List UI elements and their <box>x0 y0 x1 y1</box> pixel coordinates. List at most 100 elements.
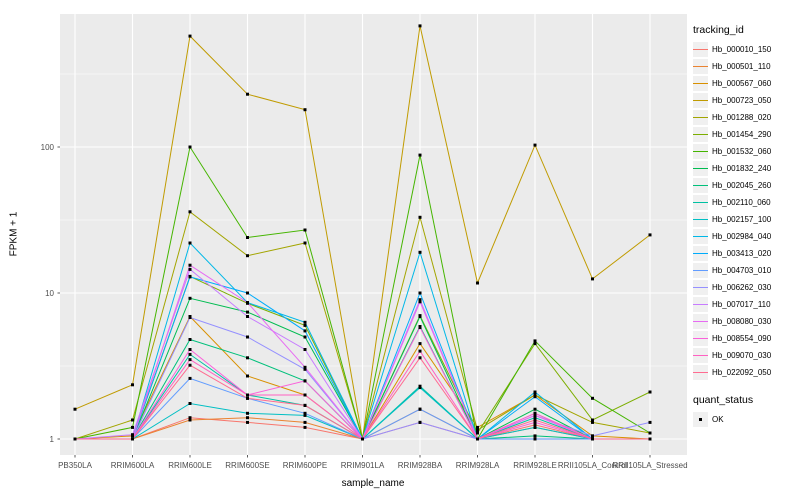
legend-key <box>693 195 708 210</box>
data-point-Hb_000010_150 <box>533 423 537 427</box>
data-point-Hb_001532_060 <box>131 425 134 429</box>
data-point-Hb_000501_110 <box>303 420 307 424</box>
legend-row: Hb_004703_010 <box>693 262 799 279</box>
data-point-Hb_004703_010 <box>533 437 537 441</box>
data-point-Hb_002110_060 <box>533 416 537 420</box>
legend-key <box>693 110 708 125</box>
legend-label: Hb_004703_010 <box>712 266 772 275</box>
legend-line-swatch <box>693 150 708 153</box>
data-point-Hb_001288_020 <box>131 418 134 422</box>
data-point-Hb_007017_110 <box>246 315 249 318</box>
data-point-Hb_000567_060 <box>476 425 479 429</box>
data-point-Hb_000723_050 <box>303 108 307 112</box>
legend-key <box>693 42 708 57</box>
legend-label: Hb_000567_060 <box>712 79 772 88</box>
data-point-Hb_001288_020 <box>533 393 537 397</box>
legend-label: Hb_008080_030 <box>712 317 772 326</box>
x-tick-label: RRIM600LA <box>110 461 155 470</box>
legend-line-swatch <box>693 303 708 306</box>
data-point-Hb_009070_030 <box>533 411 537 415</box>
legend-row: Hb_009070_030 <box>693 347 799 364</box>
legend-key <box>693 229 708 244</box>
data-point-Hb_022092_050 <box>73 437 77 441</box>
data-point-Hb_002984_040 <box>418 250 422 254</box>
data-point-Hb_008554_090 <box>418 326 422 329</box>
data-point-Hb_000723_050 <box>648 233 652 237</box>
x-tick-label: RRIM600LE <box>168 461 212 470</box>
data-point-Hb_002045_260 <box>533 434 537 438</box>
data-point-Hb_001288_020 <box>246 254 249 258</box>
legend-label: Hb_009070_030 <box>712 351 772 360</box>
legend-line-swatch <box>693 167 708 170</box>
legend-quant-row: OK <box>693 411 799 428</box>
data-point-Hb_000723_050 <box>246 92 249 96</box>
legend-key <box>693 412 708 427</box>
legend-label: Hb_000723_050 <box>712 96 772 105</box>
data-point-Hb_003413_020 <box>188 275 192 279</box>
data-point-Hb_022092_050 <box>131 437 134 441</box>
data-point-Hb_006262_030 <box>648 420 652 424</box>
data-point-Hb_022092_050 <box>303 403 307 407</box>
y-tick-label: 1 <box>49 434 54 444</box>
legend-label: Hb_007017_110 <box>712 300 771 309</box>
legend-label: Hb_002110_060 <box>712 198 771 207</box>
y-tick-label: 100 <box>40 142 54 152</box>
legend-row: Hb_001288_020 <box>693 109 799 126</box>
legend-line-swatch <box>693 235 708 238</box>
data-point-Hb_008080_030 <box>303 365 307 369</box>
legend-line-swatch <box>693 48 708 51</box>
data-point-Hb_008554_090 <box>533 420 537 424</box>
legend-label: Hb_001454_290 <box>712 130 772 139</box>
legend-row: Hb_006262_030 <box>693 279 799 296</box>
data-point-Hb_001288_020 <box>188 210 192 214</box>
legend-label: Hb_002045_260 <box>712 181 772 190</box>
legend-key <box>693 144 708 159</box>
plot-panel <box>60 14 687 455</box>
data-point-Hb_000723_050 <box>188 34 192 38</box>
data-point-Hb_003413_020 <box>303 329 307 333</box>
legend-line-swatch <box>693 82 708 85</box>
data-point-Hb_001532_060 <box>533 339 537 343</box>
legend-title-quant-status: quant_status <box>693 394 754 406</box>
legend-line-swatch <box>693 218 708 221</box>
data-point-Hb_000723_050 <box>131 383 134 387</box>
data-point-Hb_000723_050 <box>591 277 594 281</box>
data-point-Hb_003413_020 <box>418 291 422 295</box>
legend-label: Hb_008554_090 <box>712 334 772 343</box>
data-point-Hb_000501_110 <box>246 416 249 420</box>
legend-key <box>693 331 708 346</box>
data-point-Hb_007017_110 <box>303 348 307 351</box>
data-point-Hb_001454_290 <box>591 418 594 422</box>
legend-row: Hb_002110_060 <box>693 194 799 211</box>
data-point-Hb_007017_110 <box>188 267 192 271</box>
data-point-Hb_001454_290 <box>476 431 479 435</box>
legend-quant-status-block: quant_status OK <box>693 394 799 428</box>
legend-row: Hb_001532_060 <box>693 143 799 160</box>
legend-key <box>693 280 708 295</box>
data-point-Hb_008080_030 <box>418 300 422 304</box>
data-point-Hb_002045_260 <box>188 338 192 341</box>
legend-key <box>693 212 708 227</box>
legend-key <box>693 178 708 193</box>
legend-label: Hb_000010_150 <box>712 45 772 54</box>
data-point-Hb_007017_110 <box>418 298 422 302</box>
legend-label: Hb_002157_100 <box>712 215 772 224</box>
data-point-Hb_001454_290 <box>303 323 307 327</box>
data-point-Hb_003413_020 <box>533 395 537 399</box>
legend-point-swatch <box>698 417 703 422</box>
data-point-Hb_001532_060 <box>648 431 652 435</box>
data-point-Hb_001532_060 <box>418 153 422 157</box>
x-tick-label: RRIM928LA <box>455 461 500 470</box>
legend-line-swatch <box>693 99 708 102</box>
data-point-Hb_000010_150 <box>188 416 192 420</box>
data-point-Hb_000723_050 <box>476 281 479 285</box>
data-point-Hb_001288_020 <box>418 215 422 219</box>
data-point-Hb_002110_060 <box>188 352 192 356</box>
data-point-Hb_022092_050 <box>246 396 249 400</box>
x-axis-title: sample_name <box>341 478 405 489</box>
data-point-Hb_002157_100 <box>188 402 192 405</box>
data-point-Hb_022092_050 <box>648 437 652 441</box>
data-point-Hb_000010_150 <box>246 420 249 424</box>
legend-line-swatch <box>693 116 708 119</box>
